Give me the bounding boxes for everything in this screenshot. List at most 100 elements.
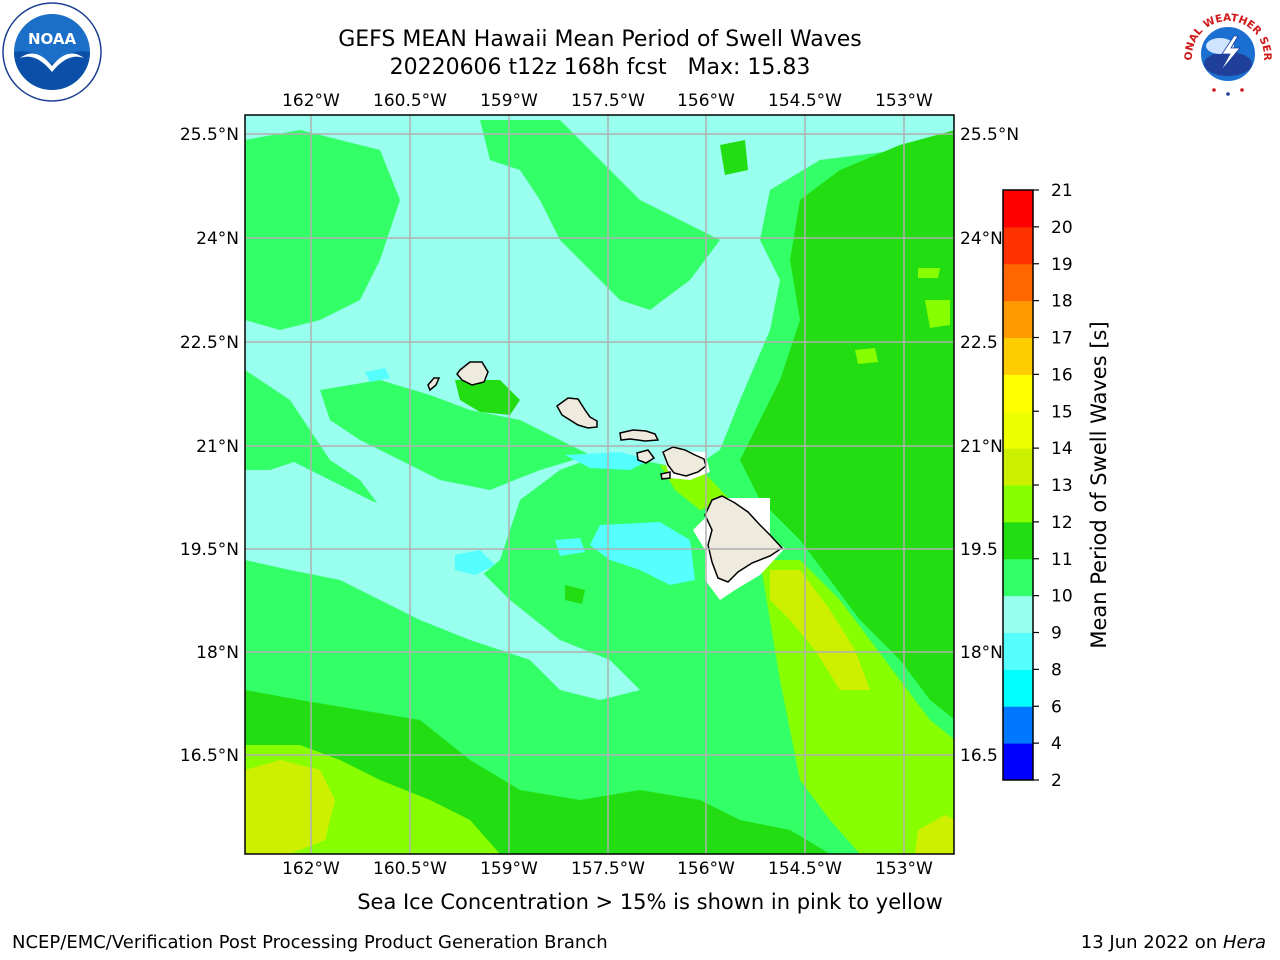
island-molokai xyxy=(619,429,660,442)
lon-tick-bottom: 160.5°W xyxy=(373,859,447,879)
lon-tick-bottom: 157.5°W xyxy=(571,859,645,879)
lon-tick-bottom: 153°W xyxy=(875,859,933,879)
nws-logo: NATIONAL WEATHER SERVICE xyxy=(1178,2,1274,100)
field-8-9s-spot xyxy=(555,538,585,556)
colorbar-tick-label: 10 xyxy=(1051,587,1073,607)
chart-subtitle-date: 20220606 t12z 168h fcst Max: 15.83 xyxy=(389,55,811,80)
field-13-14s-corner xyxy=(915,815,954,854)
colorbar-band xyxy=(1003,485,1033,523)
lon-tick-bottom: 154.5°W xyxy=(768,859,842,879)
field-11-12s-north xyxy=(720,140,748,175)
colorbar-band xyxy=(1003,374,1033,412)
island-oahu xyxy=(556,397,598,429)
field-8-9s-nw xyxy=(365,368,390,382)
lon-tick-top: 159°W xyxy=(480,91,538,111)
colorbar-band xyxy=(1003,226,1033,265)
field-10-11s-patch-b xyxy=(480,120,720,310)
colorbar-band xyxy=(1003,263,1033,302)
colorbar-tick-label: 12 xyxy=(1051,513,1073,533)
colorbar-band xyxy=(1003,521,1033,560)
lon-tick-top: 156°W xyxy=(677,91,735,111)
colorbar-tick-label: 11 xyxy=(1051,550,1073,570)
field-12-13s-east-spot-c xyxy=(918,268,940,278)
field-11-12s-kauai xyxy=(455,380,520,415)
colorbar-tick-label: 6 xyxy=(1051,697,1062,717)
footer-date-text: 13 Jun 2022 on xyxy=(1080,932,1223,953)
lat-tick-right: 16.5 xyxy=(960,746,998,766)
colorbar-band xyxy=(1003,448,1033,486)
lon-tick-bottom: 159°W xyxy=(480,859,538,879)
colorbar-band xyxy=(1003,337,1033,375)
lat-tick-left: 24°N xyxy=(196,229,239,249)
colorbar-band xyxy=(1003,595,1033,633)
lat-tick-left: 19.5°N xyxy=(180,540,239,560)
noaa-logo-text: NOAA xyxy=(28,30,77,48)
lon-ticks-bottom: 162°W 160.5°W 159°W 157.5°W 156°W 154.5°… xyxy=(282,859,933,879)
lat-tick-right: 25.5°N xyxy=(960,125,1019,145)
field-12-13s-east-spot-a xyxy=(925,300,950,328)
field-13-14s-southwest xyxy=(245,760,335,854)
colorbar-tick-label: 20 xyxy=(1051,218,1073,238)
lat-tick-left: 25.5°N xyxy=(180,125,239,145)
lat-tick-right: 24°N xyxy=(960,229,1003,249)
colorbar: 2 4 6 8 9 10 11 12 13 14 15 16 17 18 19 20 21 xyxy=(1002,181,1073,791)
map-gridlines xyxy=(245,115,954,854)
colorbar-label: Mean Period of Swell Waves [s] xyxy=(1087,321,1111,648)
lat-tick-right: 22.5 xyxy=(960,333,998,353)
island-big-island xyxy=(704,495,784,583)
lat-ticks-right: 25.5°N 24°N 22.5 21°N 19.5 18°N 16.5 xyxy=(960,125,1019,766)
lon-ticks-top: 162°W 160.5°W 159°W 157.5°W 156°W 154.5°… xyxy=(282,91,933,111)
island-kauai xyxy=(456,361,489,386)
colorbar-band xyxy=(1003,300,1033,338)
map-frame xyxy=(244,114,955,855)
colorbar-tick-label: 8 xyxy=(1051,660,1062,680)
colorbar-tick-label: 14 xyxy=(1051,439,1073,459)
field-8-9s-west xyxy=(455,550,495,575)
lon-tick-bottom: 156°W xyxy=(677,859,735,879)
lat-tick-left: 22.5°N xyxy=(180,333,239,353)
lat-tick-right: 18°N xyxy=(960,643,1003,663)
colorbar-tick-label: 9 xyxy=(1051,624,1062,644)
colorbar-tick-label: 21 xyxy=(1051,181,1073,201)
colorbar-band xyxy=(1003,669,1033,707)
colorbar-band xyxy=(1003,632,1033,670)
lon-tick-top: 153°W xyxy=(875,91,933,111)
swell-period-field xyxy=(245,115,954,854)
colorbar-tick-label: 4 xyxy=(1051,734,1062,754)
colorbar-band xyxy=(1003,411,1033,449)
field-11-12s-spot xyxy=(565,585,585,604)
sea-ice-note: Sea Ice Concentration > 15% is shown in … xyxy=(357,890,943,914)
field-10-11s-patch-c xyxy=(320,380,590,490)
colorbar-tick-label: 16 xyxy=(1051,365,1073,385)
colorbar-band xyxy=(1003,706,1033,744)
colorbar-band xyxy=(1003,558,1033,597)
field-12-13s-east-spot-b xyxy=(855,348,878,364)
noaa-logo: NOAA xyxy=(2,2,102,102)
colorbar-band xyxy=(1003,190,1033,228)
colorbar-tick-label: 17 xyxy=(1051,329,1073,349)
lon-tick-top: 157.5°W xyxy=(571,91,645,111)
lat-tick-right: 19.5 xyxy=(960,540,998,560)
field-10-11s-patch-d xyxy=(245,420,300,470)
lat-tick-left: 21°N xyxy=(196,437,239,457)
field-11-12s-east xyxy=(740,130,954,720)
colorbar-band xyxy=(1003,743,1033,781)
lon-tick-top: 162°W xyxy=(282,91,340,111)
colorbar-tick-label: 18 xyxy=(1051,292,1073,312)
lon-tick-top: 160.5°W xyxy=(373,91,447,111)
lat-ticks-left: 25.5°N 24°N 22.5°N 21°N 19.5°N 18°N 16.5… xyxy=(180,125,239,766)
colorbar-tick-label: 13 xyxy=(1051,476,1073,496)
island-niihau xyxy=(427,377,441,392)
island-lanai xyxy=(636,449,656,464)
field-10-11s-patch-a xyxy=(245,130,400,330)
land-hawaiian-islands xyxy=(427,361,784,583)
colorbar-tick-label: 19 xyxy=(1051,255,1073,275)
field-9-10s-west xyxy=(245,460,640,700)
lat-tick-right: 21°N xyxy=(960,437,1003,457)
footer-date: 13 Jun 2022 on Hera xyxy=(1081,932,1266,953)
field-8-9s-south xyxy=(590,522,695,585)
lon-tick-bottom: 162°W xyxy=(282,859,340,879)
island-kahoolawe xyxy=(660,471,671,480)
footer-host: Hera xyxy=(1222,932,1266,953)
